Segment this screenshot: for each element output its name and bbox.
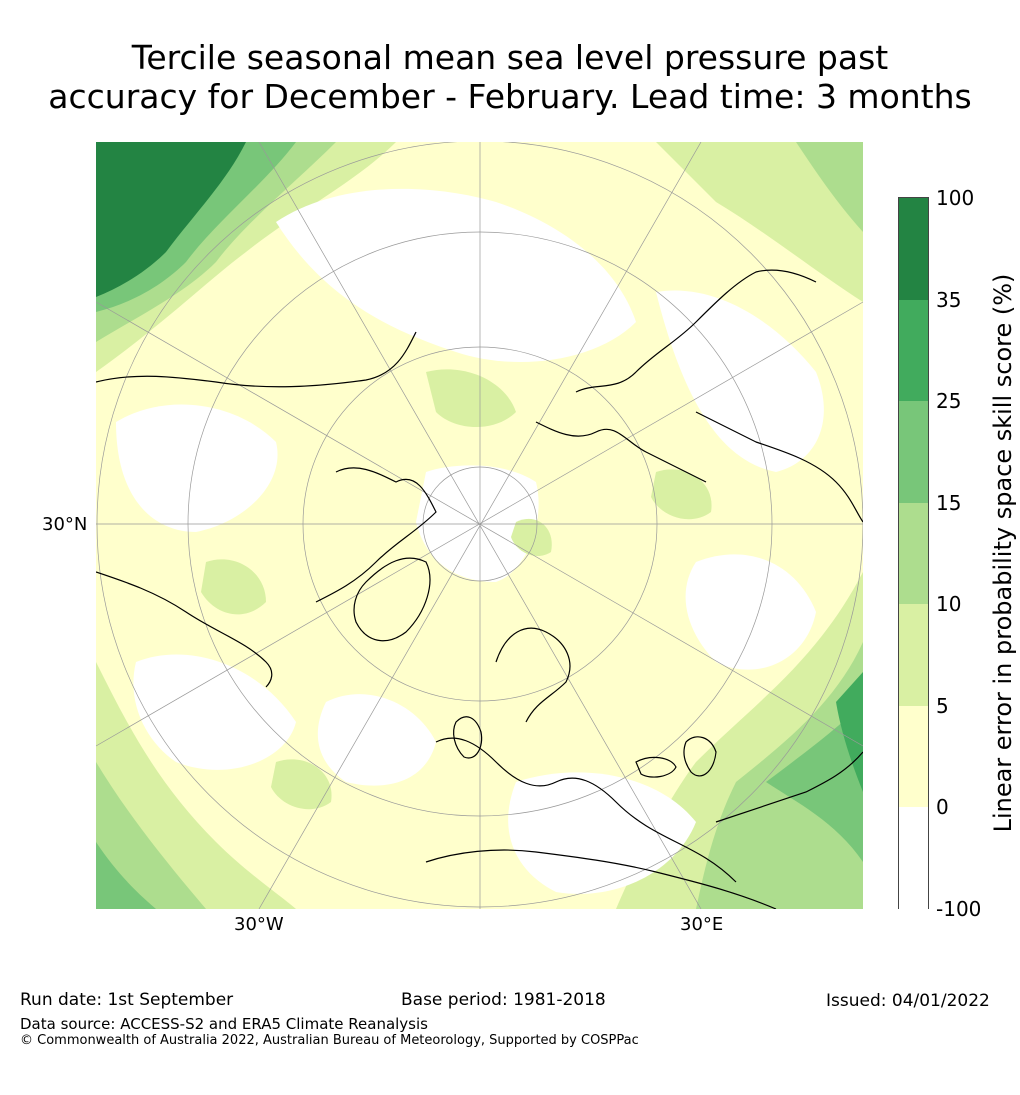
graticule: [96, 142, 863, 909]
data-source: Data source: ACCESS-S2 and ERA5 Climate …: [20, 1015, 428, 1033]
polar-map: [96, 142, 863, 909]
colorbar-bin-10-15: [899, 503, 928, 604]
colorbar-bin-15-25: [899, 401, 928, 503]
coastline-north-america: [96, 331, 417, 388]
colorbar-bin-25-35: [899, 300, 928, 401]
skill-patch-2: [201, 559, 266, 615]
run-date: Run date: 1st September: [20, 990, 234, 1010]
noskill-patch-southwest: [133, 654, 296, 770]
coastline-canada-archipelago: [315, 467, 437, 603]
coastline-russia-north: [535, 421, 707, 483]
coastlines: [96, 269, 863, 909]
noskill-patch-mediterranean: [508, 772, 696, 894]
skill-patch-5: [511, 518, 552, 557]
colorbar-tick-0: 0: [936, 795, 949, 819]
noskill-patch-northeast: [656, 290, 824, 472]
colorbar-tick-5: 5: [936, 694, 949, 718]
colorbar-bin-5-10: [899, 604, 928, 706]
colorbar-tick-25: 25: [936, 389, 962, 413]
copyright: © Commonwealth of Australia 2022, Austra…: [20, 1033, 639, 1048]
lat-label-30n: 30°N: [42, 514, 88, 535]
noskill-patch-atlantic: [317, 694, 436, 786]
skill-region-se-strong: [836, 672, 863, 792]
skill-region-se-green: [766, 702, 863, 862]
coastline-asia-south: [715, 751, 863, 823]
skill-patch-3: [651, 469, 712, 520]
lon-label-30e: 30°E: [680, 914, 724, 935]
chart-title: Tercile seasonal mean sea level pressure…: [0, 38, 1020, 116]
lon-label-30w: 30°W: [234, 914, 284, 935]
coastline-caspian: [683, 736, 717, 777]
colorbar-tick-neg100: -100: [936, 897, 982, 921]
coastline-siberia: [575, 269, 817, 393]
colorbar-tick-10: 10: [936, 592, 962, 616]
skill-region-sw-green: [96, 842, 156, 909]
colorbar-label: Linear error in probability space skill …: [989, 273, 1017, 833]
coastline-east-siberia: [695, 411, 863, 523]
title-line-2: accuracy for December - February. Lead t…: [48, 77, 972, 116]
meridian-30e: [258, 142, 702, 909]
coastline-uk: [453, 716, 483, 759]
colorbar-tick-15: 15: [936, 491, 962, 515]
coastline-africa-north: [425, 849, 777, 909]
colorbar-bin-35-100: [899, 198, 928, 300]
colorbar-bin-0-5: [899, 706, 928, 807]
noskill-patch-east: [685, 554, 816, 670]
skill-region-sw-mid: [96, 762, 206, 909]
coastline-north-america-west: [96, 571, 273, 688]
colorbar-tick-100: 100: [936, 186, 975, 210]
meridian-60e: [96, 301, 863, 747]
base-period: Base period: 1981-2018: [401, 990, 606, 1010]
title-line-1: Tercile seasonal mean sea level pressure…: [131, 38, 889, 77]
colorbar-tick-35: 35: [936, 288, 962, 312]
skill-patch-1: [426, 369, 516, 427]
colorbar: [898, 197, 929, 910]
skill-region-nw-dark: [96, 142, 246, 297]
map-svg: [96, 142, 863, 909]
skill-region-ne-light: [656, 142, 863, 302]
coastline-black-sea: [635, 756, 677, 778]
noskill-patch-west: [116, 404, 278, 532]
coastline-scandinavia: [495, 627, 571, 723]
skill-patch-4: [271, 759, 332, 810]
coastline-greenland: [353, 557, 431, 642]
coastline-europe: [435, 737, 737, 883]
colorbar-bin-neg100-0: [899, 807, 928, 910]
issued-date: Issued: 04/01/2022: [826, 991, 990, 1011]
noskill-patch-north: [276, 188, 636, 362]
skill-region-ne-mid: [796, 142, 863, 232]
